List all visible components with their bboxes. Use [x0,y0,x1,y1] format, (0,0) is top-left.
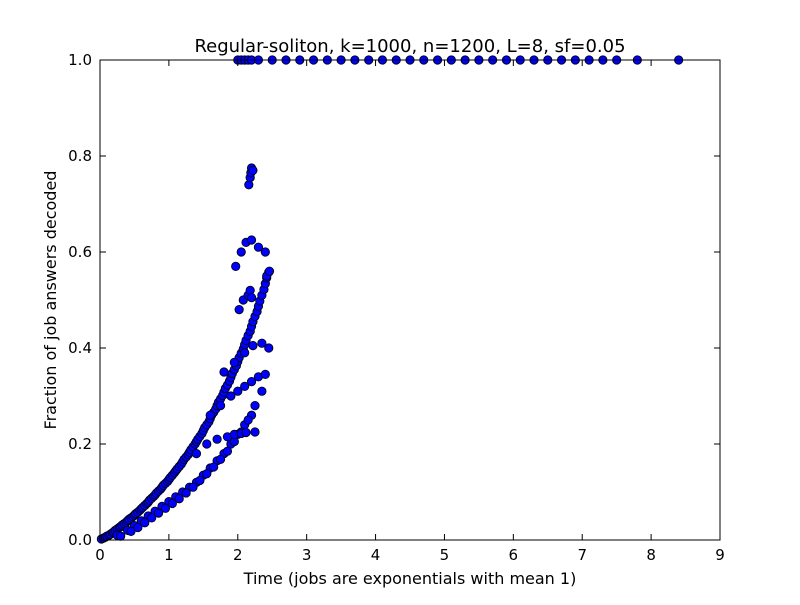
x-tick-label: 3 [302,546,312,564]
data-point [248,165,258,175]
data-point [240,348,250,358]
data-point [226,391,236,401]
data-point [264,266,275,276]
data-point [167,498,177,509]
data-points [96,55,684,544]
x-axis-label: Time (jobs are exponentials with mean 1) [243,569,577,588]
plot-frame [99,59,721,541]
data-point [246,376,257,387]
data-point [260,247,270,257]
x-tick-label: 8 [646,546,656,564]
data-point [160,503,171,513]
data-point [234,304,244,315]
data-point [202,469,212,479]
data-point [188,482,198,492]
x-tick-label: 4 [371,546,381,564]
data-point [133,522,143,533]
data-point [250,427,260,437]
chart-title: Regular-soliton, k=1000, n=1200, L=8, sf… [194,36,625,57]
x-tick-label: 1 [164,546,174,564]
data-point [243,415,253,425]
data-point [250,400,260,411]
x-tick-label: 6 [509,546,519,564]
x-tick-label: 2 [233,546,243,564]
data-point [264,343,274,353]
data-point [116,531,126,541]
x-tick-label: 9 [715,546,725,564]
data-point [219,367,229,377]
y-tick-label: 0.8 [68,147,92,165]
y-axis-label: Fraction of job answers decoded [41,171,60,430]
x-tick-label: 5 [440,546,450,564]
data-point [174,494,184,504]
data-point [257,386,267,396]
x-tick-label: 0 [95,546,105,564]
data-point [212,434,222,444]
data-point [257,338,267,348]
data-point [241,427,251,438]
data-point [191,448,202,459]
data-point [229,357,239,367]
axis-ticks: 0 1 2 3 4 5 6 7 8 9 0.0 0.2 0.4 0.6 0.8 1.0 [68,51,725,564]
data-point [248,340,258,351]
data-point [222,446,233,456]
x-tick-label: 7 [577,546,587,564]
data-point [246,292,257,303]
data-point [246,235,257,245]
y-tick-label: 0.4 [68,339,92,357]
data-point [233,386,243,396]
data-point [202,439,212,449]
data-point [126,526,136,536]
data-point [181,488,191,498]
data-point [195,475,205,486]
data-point [253,242,264,252]
data-point [231,261,241,271]
data-point [209,462,219,472]
data-point [236,247,246,257]
y-tick-label: 0.6 [68,243,92,261]
data-point [260,369,270,379]
y-tick-label: 0.0 [68,531,92,549]
data-point [140,518,150,528]
y-tick-label: 0.2 [68,435,92,453]
data-point [205,410,215,420]
data-point [215,454,226,464]
data-point [215,400,226,411]
data-point [153,508,164,518]
data-point [147,513,157,523]
data-point [240,381,250,391]
y-tick-label: 1.0 [68,51,92,69]
